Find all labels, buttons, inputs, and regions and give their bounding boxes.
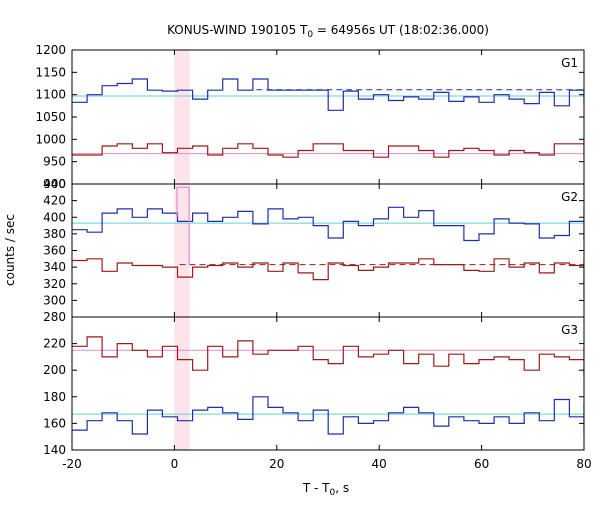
panel-g3-series-red-1 bbox=[72, 336, 584, 377]
xtick-label--20: -20 bbox=[62, 457, 82, 471]
panel-g3-ytick-label-140: 140 bbox=[43, 443, 66, 457]
panel-g2-ytick-label-440: 440 bbox=[43, 177, 66, 191]
shaded-interval bbox=[174, 50, 190, 450]
panel-g2-ytick-label-380: 380 bbox=[43, 227, 66, 241]
panel-g1-series-red-2 bbox=[72, 137, 584, 158]
panel-g1-frame bbox=[71, 49, 585, 185]
chart-title: KONUS-WIND 190105 T0 = 64956s UT (18:02:… bbox=[167, 23, 489, 40]
panel-g1-label: G1 bbox=[561, 56, 578, 70]
xtick-label-0: 0 bbox=[171, 457, 179, 471]
panel-g1-ytick-label-1000: 1000 bbox=[35, 132, 66, 146]
chart-title-rest: = 64956s UT (18:02:36.000) bbox=[313, 23, 489, 37]
panel-g2-ytick-label-360: 360 bbox=[43, 244, 66, 258]
panel-g2-ytick-label-420: 420 bbox=[43, 194, 66, 208]
panel-g3: 220 200 180 160 140 G3 bbox=[43, 316, 585, 457]
panel-g2-ytick-label-340: 340 bbox=[43, 260, 66, 274]
panel-g2-ytick-label-300: 300 bbox=[43, 293, 66, 307]
panel-g3-ytick-label-180: 180 bbox=[43, 390, 66, 404]
panel-g1-ytick-label-1100: 1100 bbox=[35, 88, 66, 102]
panel-g3-ytick-label-220: 220 bbox=[43, 337, 66, 351]
panel-g1-ytick-label-1200: 1200 bbox=[35, 43, 66, 57]
panel-g3-frame bbox=[71, 316, 585, 451]
chart-title-main: KONUS-WIND 190105 T bbox=[167, 23, 308, 37]
x-axis-label-main: T - T bbox=[302, 481, 330, 495]
xtick-label-20: 20 bbox=[269, 457, 284, 471]
panel-g1-ytick-label-950: 950 bbox=[43, 155, 66, 169]
panel-g2-frame bbox=[71, 183, 585, 318]
panel-g1-ytick-label-900: 900 bbox=[43, 177, 66, 191]
panel-g2-series-pink-2 bbox=[176, 186, 190, 265]
xtick-label-60: 60 bbox=[474, 457, 489, 471]
panel-g2-ytick-label-400: 400 bbox=[43, 210, 66, 224]
panel-g2-ytick-label-320: 320 bbox=[43, 277, 66, 291]
panel-g2-series-blue-1 bbox=[72, 206, 584, 242]
panel-g3-series-blue-2 bbox=[72, 396, 584, 435]
panel-g3-label: G3 bbox=[561, 323, 578, 337]
xtick-label-80: 80 bbox=[576, 457, 591, 471]
y-axis-label: counts / sec bbox=[3, 214, 17, 286]
panel-g2: 440 420 400 380 360 340 320 300 280 G2 bbox=[43, 177, 585, 324]
panel-g2-label: G2 bbox=[561, 190, 578, 204]
plot-layer: 12001150110010501000950900G1440420400380… bbox=[35, 43, 591, 471]
xtick-label-40: 40 bbox=[372, 457, 387, 471]
panel-g3-ytick-label-200: 200 bbox=[43, 363, 66, 377]
chart-title-subscript: 0 bbox=[307, 30, 313, 40]
panel-g2-series-red-3 bbox=[72, 258, 584, 298]
panel-g1-ytick-label-1150: 1150 bbox=[35, 65, 66, 79]
panel-g3-ytick-label-160: 160 bbox=[43, 416, 66, 430]
panel-g1-series-blue-1 bbox=[72, 78, 584, 111]
x-axis-label-rest: , s bbox=[335, 481, 349, 495]
panel-g1: 1200 1150 1100 1050 1000 950 900 G1 bbox=[35, 43, 585, 191]
panel-g2-ytick-label-280: 280 bbox=[43, 310, 66, 324]
x-axis-label: T - T0, s bbox=[302, 481, 349, 498]
x-axis-label-subscript: 0 bbox=[330, 488, 336, 498]
panel-g1-ytick-label-1050: 1050 bbox=[35, 110, 66, 124]
